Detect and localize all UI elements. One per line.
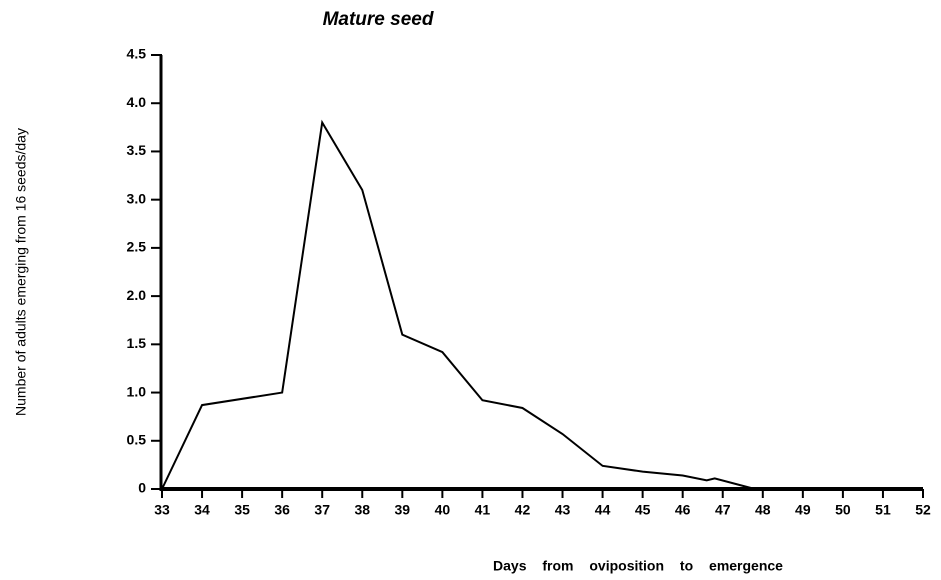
x-tick-label: 44 — [595, 502, 611, 518]
y-tick-label: 4.5 — [127, 46, 147, 62]
x-tick-label: 47 — [715, 502, 731, 518]
x-tick-label: 36 — [274, 502, 290, 518]
x-tick-label: 35 — [234, 502, 250, 518]
y-tick-label: 2.5 — [127, 239, 147, 255]
x-tick-label: 38 — [354, 502, 370, 518]
y-tick-label: 3.0 — [127, 190, 147, 206]
y-tick-label: 0 — [138, 480, 146, 496]
y-tick-label: 0.5 — [127, 431, 147, 447]
x-tick-label: 45 — [635, 502, 651, 518]
x-axis-label: Days from oviposition to emergence — [493, 558, 783, 574]
data-line — [161, 119, 756, 490]
y-tick-label: 2.0 — [127, 287, 147, 303]
x-tick-label: 52 — [915, 502, 931, 518]
x-tick-label: 33 — [154, 502, 170, 518]
x-tick-label: 42 — [515, 502, 531, 518]
y-tick-label: 1.0 — [127, 383, 147, 399]
x-tick-label: 39 — [395, 502, 411, 518]
y-tick-label: 4.0 — [127, 94, 147, 110]
x-tick-label: 46 — [675, 502, 691, 518]
y-axis-label: Number of adults emerging from 16 seeds/… — [13, 128, 29, 416]
x-tick-label: 50 — [835, 502, 851, 518]
x-tick-label: 37 — [314, 502, 330, 518]
x-tick-label: 40 — [435, 502, 451, 518]
chart-title: Mature seed — [323, 9, 434, 30]
x-tick-label: 41 — [475, 502, 491, 518]
y-tick-label: 1.5 — [127, 335, 147, 351]
x-tick-label: 51 — [875, 502, 891, 518]
x-tick-label: 34 — [194, 502, 210, 518]
x-tick-label: 43 — [555, 502, 571, 518]
x-tick-label: 49 — [795, 502, 811, 518]
x-tick-label: 48 — [755, 502, 771, 518]
y-tick-label: 3.5 — [127, 142, 147, 158]
